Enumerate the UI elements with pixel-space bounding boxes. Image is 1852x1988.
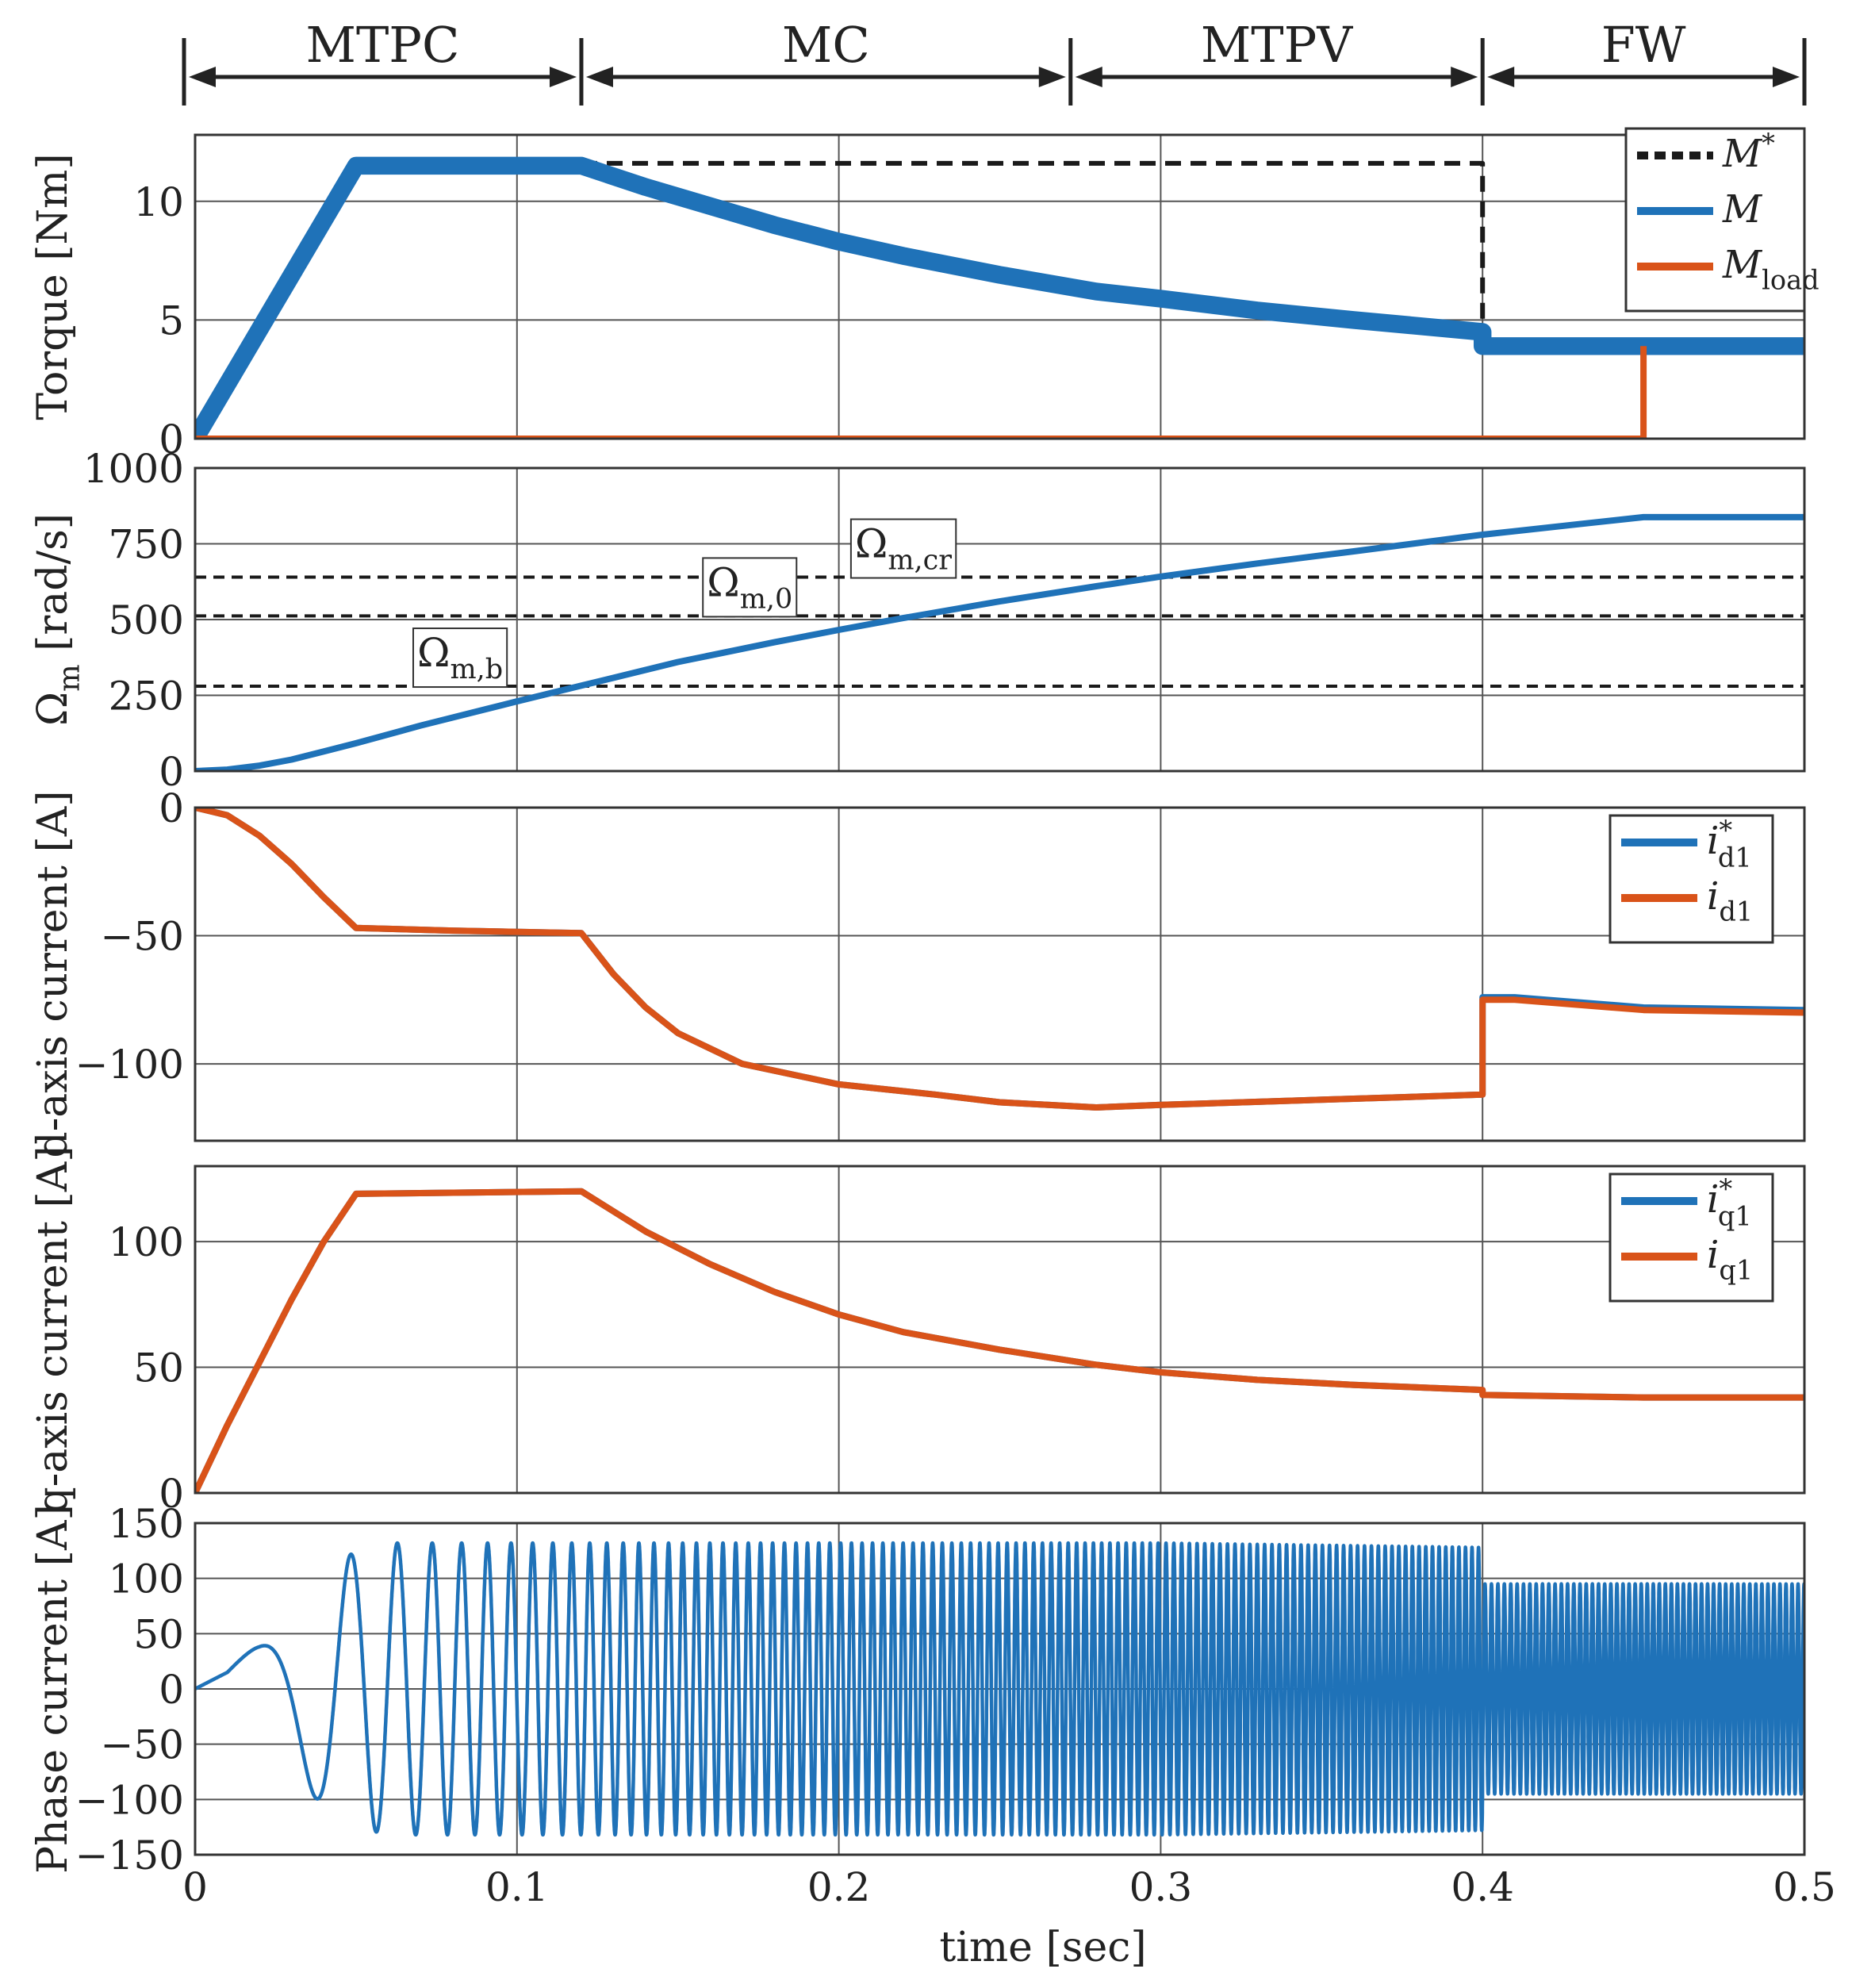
- y-tick-label: 1000: [83, 446, 184, 492]
- y-axis-label: Torque [Nm]: [29, 153, 77, 420]
- reference-label-box: [849, 518, 957, 579]
- series-id: [195, 808, 1804, 1111]
- series-iq-ref: [195, 1188, 1804, 1493]
- y-tick-label: 50: [133, 1345, 184, 1391]
- region-arrow-head-left: [189, 67, 216, 87]
- region-label-mtpv: MTPV: [1201, 16, 1354, 74]
- plot-area: [195, 1188, 1804, 1493]
- y-tick-label: −50: [100, 1722, 184, 1768]
- y-tick-label: 0: [159, 416, 184, 462]
- region-label-fw: FW: [1601, 16, 1686, 74]
- series-m-ref: [581, 160, 1486, 340]
- y-tick-label: 0: [159, 1667, 184, 1713]
- y-tick-label: 750: [109, 522, 184, 568]
- x-axis-label: time [sec]: [939, 1924, 1146, 1971]
- y-tick-label: −100: [75, 1777, 184, 1823]
- legend-label: Mload: [1722, 243, 1819, 295]
- axes-frame: [194, 133, 1806, 440]
- y-axis-label-text: Phase current [A]: [29, 1504, 77, 1874]
- region-arrow-head-right: [1038, 67, 1066, 87]
- y-tick-label: 50: [133, 1611, 184, 1657]
- region-label-mtpc: MTPC: [305, 16, 459, 74]
- y-axis-label-text: Ωm [rad/s]: [29, 513, 86, 726]
- axes-frame: [194, 466, 1806, 773]
- region-arrow-head-left: [1487, 67, 1515, 87]
- y-tick-label: 0: [159, 749, 184, 795]
- reference-label: Ωm,b: [417, 630, 503, 685]
- y-axis-label-text: q-axis current [A]: [29, 1146, 77, 1513]
- axes-frame: [194, 1522, 1806, 1856]
- x-tick-label: 0.5: [1773, 1864, 1836, 1910]
- legend-label: id1: [1707, 874, 1753, 927]
- legend-box: [1609, 814, 1774, 944]
- series-m-load: [195, 346, 1647, 439]
- phase-current-panel: −150 −100 −50 0 50 100 150 Phase current [A] 0 0.…: [29, 1501, 1836, 1910]
- legend-label: i* d1: [1707, 815, 1752, 873]
- axes-frame: [194, 806, 1806, 1142]
- reference-label: Ωm,0: [707, 559, 792, 615]
- series-i-phase: [195, 1541, 1804, 1837]
- region-arrow-head-right: [549, 67, 577, 87]
- torque-panel: 0 5 10 Torque [Nm] M* M Mload: [29, 127, 1819, 462]
- y-axis-label: d-axis current [A]: [29, 790, 77, 1157]
- x-tick-label: 0.3: [1129, 1864, 1193, 1910]
- axes-frame: [194, 1165, 1806, 1495]
- y-tick-label: 500: [109, 597, 184, 643]
- legend-label: M*: [1722, 128, 1775, 176]
- speed-panel: 0 250 500 750 1000 Ωm [rad/s] Ωm,b Ωm,0 Ωm,cr: [29, 446, 1806, 795]
- region-arrow-head-left: [1075, 67, 1102, 87]
- legend: M* M Mload: [1624, 127, 1819, 313]
- y-tick-label: −50: [100, 914, 184, 960]
- y-axis-label: q-axis current [A]: [29, 1146, 77, 1513]
- series-iq: [195, 1188, 1804, 1493]
- y-axis-label: Phase current [A]: [29, 1504, 77, 1874]
- y-tick-label: 10: [133, 179, 184, 225]
- reference-label-box: [702, 557, 798, 618]
- y-tick-label: 250: [109, 674, 184, 720]
- y-tick-label: 100: [109, 1219, 184, 1265]
- region-arrow-head-right: [1451, 67, 1478, 87]
- y-tick-label: 5: [159, 297, 184, 343]
- x-tick-label: 0: [182, 1864, 208, 1910]
- region-arrow-head-right: [1773, 67, 1800, 87]
- reference-label-box: [412, 627, 508, 689]
- series-id-ref: [195, 808, 1804, 1111]
- legend-box: [1609, 1172, 1774, 1303]
- plot-area: [195, 808, 1804, 1111]
- x-tick-label: 0.1: [485, 1864, 549, 1910]
- series-m: [195, 156, 1804, 439]
- legend-label: i* q1: [1707, 1173, 1752, 1232]
- y-axis-label-text: d-axis current [A]: [29, 790, 77, 1157]
- legend-label: iq1: [1707, 1233, 1753, 1285]
- legend-label: M: [1722, 187, 1763, 232]
- plot-area: [195, 156, 1804, 439]
- reference-label: Ωm,cr: [855, 521, 952, 577]
- y-tick-label: 0: [159, 785, 184, 831]
- series-omega-m: [195, 513, 1804, 771]
- y-tick-label: 100: [109, 1556, 184, 1602]
- y-tick-label: 150: [109, 1501, 184, 1547]
- plot-area: [195, 513, 1804, 771]
- region-arrow-head-left: [585, 67, 613, 87]
- y-axis-label: Ωm [rad/s]: [29, 513, 86, 726]
- y-axis-label-text: Torque [Nm]: [29, 153, 77, 420]
- y-tick-label: −100: [75, 1042, 184, 1088]
- y-tick-label: 0: [159, 1471, 184, 1517]
- x-tick-label: 0.4: [1451, 1864, 1514, 1910]
- operating-region-bar: MTPC MC MTPV FW: [182, 16, 1807, 106]
- y-tick-label: −150: [75, 1833, 184, 1879]
- x-tick-label: 0.2: [807, 1864, 871, 1910]
- plot-area: [195, 1541, 1804, 1837]
- region-label-mc: MC: [782, 16, 870, 74]
